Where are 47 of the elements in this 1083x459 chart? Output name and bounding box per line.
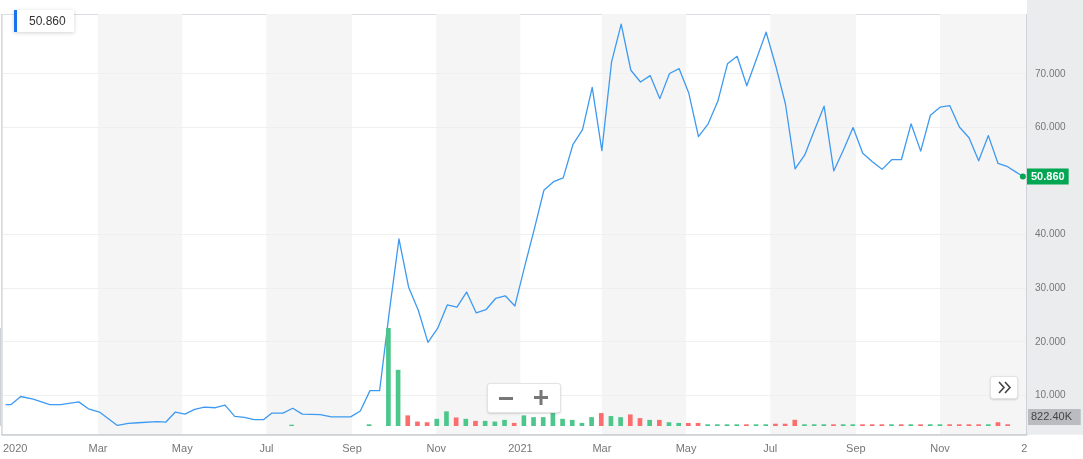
bar [463, 418, 469, 426]
bar [434, 418, 440, 426]
bar [521, 415, 527, 426]
x-tick-label: Sep [342, 442, 362, 455]
y-tick-label: 60.000 [1035, 121, 1067, 133]
bar [444, 411, 449, 426]
x-tick-label: 2020 [2, 442, 28, 455]
y-tick-label: 70.000 [1035, 67, 1067, 79]
x-tick-label: Sep [846, 442, 866, 455]
text: 822.40K [1031, 410, 1073, 423]
bar [676, 422, 682, 426]
x-tick-label: Mar [592, 442, 612, 455]
bar [405, 415, 411, 426]
bar [618, 417, 623, 426]
bar [686, 422, 691, 426]
bar [569, 419, 575, 426]
x-tick-label: Nov [426, 442, 447, 455]
x-tick-label: May [171, 442, 194, 455]
bar [647, 419, 652, 426]
bar [531, 417, 536, 426]
bar [792, 419, 798, 426]
x-tick-label: Jul [763, 442, 778, 455]
y-tick-label: 10.000 [1035, 389, 1067, 401]
y-tick-label: 20.000 [1035, 335, 1067, 347]
bar [540, 417, 546, 426]
bar [386, 328, 391, 426]
bar [657, 419, 662, 426]
x-tick-label: Jul [259, 442, 274, 455]
x-tick-label: 2021 [508, 442, 533, 455]
bar [773, 423, 778, 426]
bar [453, 417, 459, 426]
bar [473, 420, 478, 426]
y-tick-label: 40.000 [1035, 228, 1067, 240]
bar [415, 421, 420, 426]
bar [598, 413, 604, 426]
x-tick-label: 2 [1021, 442, 1028, 455]
bar [589, 417, 594, 426]
annotation: 50.860 [1031, 169, 1065, 182]
bar [560, 418, 565, 426]
bar [502, 419, 507, 426]
y-tick-label: 30.000 [1035, 282, 1067, 294]
bar [627, 414, 633, 426]
x-tick-label: Mar [88, 442, 108, 455]
x-tick-label: May [675, 442, 697, 455]
x-tick-label: Nov [930, 442, 951, 455]
bar [511, 422, 517, 426]
annotation: 50.860 [14, 10, 74, 32]
